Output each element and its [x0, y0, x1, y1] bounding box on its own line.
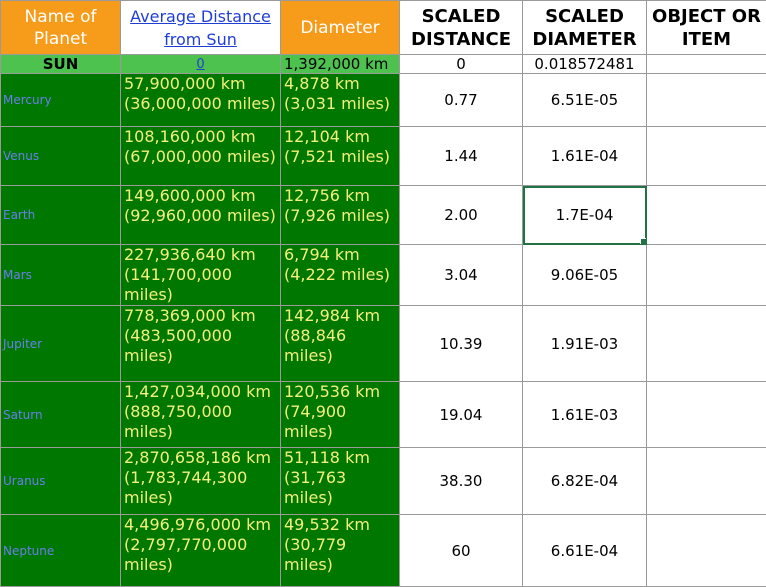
planet-diameter-cell[interactable]: 4,878 km (3,031 miles)	[281, 74, 400, 127]
planet-diameter-cell[interactable]: 12,756 km (7,926 miles)	[281, 186, 400, 245]
planet-link-venus[interactable]: Venus	[3, 149, 39, 163]
planet-object-cell[interactable]	[647, 186, 766, 245]
planet-diameter-cell[interactable]: 49,532 km (30,779 miles)	[281, 515, 400, 587]
header-row: Name of Planet Average Distance from Sun…	[1, 1, 766, 55]
table-row: Mars 227,936,640 km (141,700,000 miles) …	[1, 245, 766, 306]
planet-scaled-distance-cell[interactable]: 10.39	[400, 306, 523, 382]
planet-distance-cell[interactable]: 57,900,000 km (36,000,000 miles)	[121, 74, 281, 127]
header-name-of-planet[interactable]: Name of Planet	[1, 1, 121, 55]
sun-distance-link[interactable]: 0	[196, 57, 204, 72]
planet-scaled-distance-cell[interactable]: 0.77	[400, 74, 523, 127]
planet-name-cell[interactable]: Mercury	[1, 74, 121, 127]
planet-diameter-cell[interactable]: 12,104 km (7,521 miles)	[281, 127, 400, 186]
planet-diameter-cell[interactable]: 142,984 km (88,846 miles)	[281, 306, 400, 382]
fill-handle[interactable]	[640, 238, 647, 245]
planet-distance-cell[interactable]: 108,160,000 km (67,000,000 miles)	[121, 127, 281, 186]
planet-link-mercury[interactable]: Mercury	[3, 93, 52, 107]
planet-link-jupiter[interactable]: Jupiter	[3, 337, 42, 351]
planet-scaled-diameter-cell[interactable]: 6.61E-04	[523, 515, 647, 587]
header-average-distance[interactable]: Average Distance from Sun	[121, 1, 281, 55]
planet-link-neptune[interactable]: Neptune	[3, 544, 54, 558]
selected-cell-value: 1.7E-04	[556, 206, 614, 224]
sun-scaled-distance-cell[interactable]: 0	[400, 55, 523, 74]
header-diameter[interactable]: Diameter	[281, 1, 400, 55]
planet-scaled-distance-cell[interactable]: 38.30	[400, 448, 523, 515]
planet-scaled-distance-cell[interactable]: 2.00	[400, 186, 523, 245]
planet-distance-cell[interactable]: 778,369,000 km (483,500,000 miles)	[121, 306, 281, 382]
planet-object-cell[interactable]	[647, 245, 766, 306]
planet-scaled-distance-cell[interactable]: 60	[400, 515, 523, 587]
table-row: Saturn 1,427,034,000 km (888,750,000 mil…	[1, 382, 766, 448]
planet-scaled-distance-cell[interactable]: 3.04	[400, 245, 523, 306]
planet-scaled-distance-cell[interactable]: 19.04	[400, 382, 523, 448]
planet-link-earth[interactable]: Earth	[3, 208, 35, 222]
planet-link-saturn[interactable]: Saturn	[3, 408, 43, 422]
sun-diameter-cell[interactable]: 1,392,000 km	[281, 55, 400, 74]
planet-distance-cell[interactable]: 227,936,640 km (141,700,000 miles)	[121, 245, 281, 306]
header-object-or-item[interactable]: OBJECT OR ITEM	[647, 1, 766, 55]
sun-object-cell[interactable]	[647, 55, 766, 74]
planet-object-cell[interactable]	[647, 448, 766, 515]
sun-name-cell[interactable]: SUN	[1, 55, 121, 74]
selected-cell[interactable]: 1.7E-04	[523, 186, 647, 245]
table-row: Earth 149,600,000 km (92,960,000 miles) …	[1, 186, 766, 245]
planet-name-cell[interactable]: Venus	[1, 127, 121, 186]
planet-object-cell[interactable]	[647, 382, 766, 448]
planet-distance-cell[interactable]: 1,427,034,000 km (888,750,000 miles)	[121, 382, 281, 448]
planet-name-cell[interactable]: Jupiter	[1, 306, 121, 382]
planet-scaled-diameter-cell[interactable]: 6.51E-05	[523, 74, 647, 127]
planet-diameter-cell[interactable]: 120,536 km (74,900 miles)	[281, 382, 400, 448]
planet-scaled-diameter-cell[interactable]: 1.61E-04	[523, 127, 647, 186]
planet-name-cell[interactable]: Saturn	[1, 382, 121, 448]
average-distance-link[interactable]: Average Distance from Sun	[130, 7, 271, 49]
planet-diameter-cell[interactable]: 6,794 km (4,222 miles)	[281, 245, 400, 306]
header-scaled-diameter[interactable]: SCALED DIAMETER	[523, 1, 647, 55]
sun-row: SUN 0 1,392,000 km 0 0.018572481	[1, 55, 766, 74]
header-scaled-distance[interactable]: SCALED DISTANCE	[400, 1, 523, 55]
planet-distance-cell[interactable]: 149,600,000 km (92,960,000 miles)	[121, 186, 281, 245]
table-row: Neptune 4,496,976,000 km (2,797,770,000 …	[1, 515, 766, 587]
planet-name-cell[interactable]: Earth	[1, 186, 121, 245]
planet-name-cell[interactable]: Mars	[1, 245, 121, 306]
planet-diameter-cell[interactable]: 51,118 km (31,763 miles)	[281, 448, 400, 515]
planet-scaled-diameter-cell[interactable]: 6.82E-04	[523, 448, 647, 515]
planet-scaled-diameter-cell[interactable]: 1.61E-03	[523, 382, 647, 448]
table-row: Mercury 57,900,000 km (36,000,000 miles)…	[1, 74, 766, 127]
table-row: Venus 108,160,000 km (67,000,000 miles) …	[1, 127, 766, 186]
planet-name-cell[interactable]: Neptune	[1, 515, 121, 587]
planet-link-uranus[interactable]: Uranus	[3, 474, 46, 488]
planet-object-cell[interactable]	[647, 306, 766, 382]
planet-scaled-distance-cell[interactable]: 1.44	[400, 127, 523, 186]
table-row: Uranus 2,870,658,186 km (1,783,744,300 m…	[1, 448, 766, 515]
planet-distance-cell[interactable]: 2,870,658,186 km (1,783,744,300 miles)	[121, 448, 281, 515]
planet-scaled-diameter-cell[interactable]: 1.91E-03	[523, 306, 647, 382]
sun-distance-cell[interactable]: 0	[121, 55, 281, 74]
table-row: Jupiter 778,369,000 km (483,500,000 mile…	[1, 306, 766, 382]
planet-object-cell[interactable]	[647, 515, 766, 587]
planet-link-mars[interactable]: Mars	[3, 268, 32, 282]
sun-scaled-diameter-cell[interactable]: 0.018572481	[523, 55, 647, 74]
planet-name-cell[interactable]: Uranus	[1, 448, 121, 515]
planet-distance-cell[interactable]: 4,496,976,000 km (2,797,770,000 miles)	[121, 515, 281, 587]
planet-scaled-diameter-cell[interactable]: 9.06E-05	[523, 245, 647, 306]
planet-object-cell[interactable]	[647, 127, 766, 186]
planet-object-cell[interactable]	[647, 74, 766, 127]
